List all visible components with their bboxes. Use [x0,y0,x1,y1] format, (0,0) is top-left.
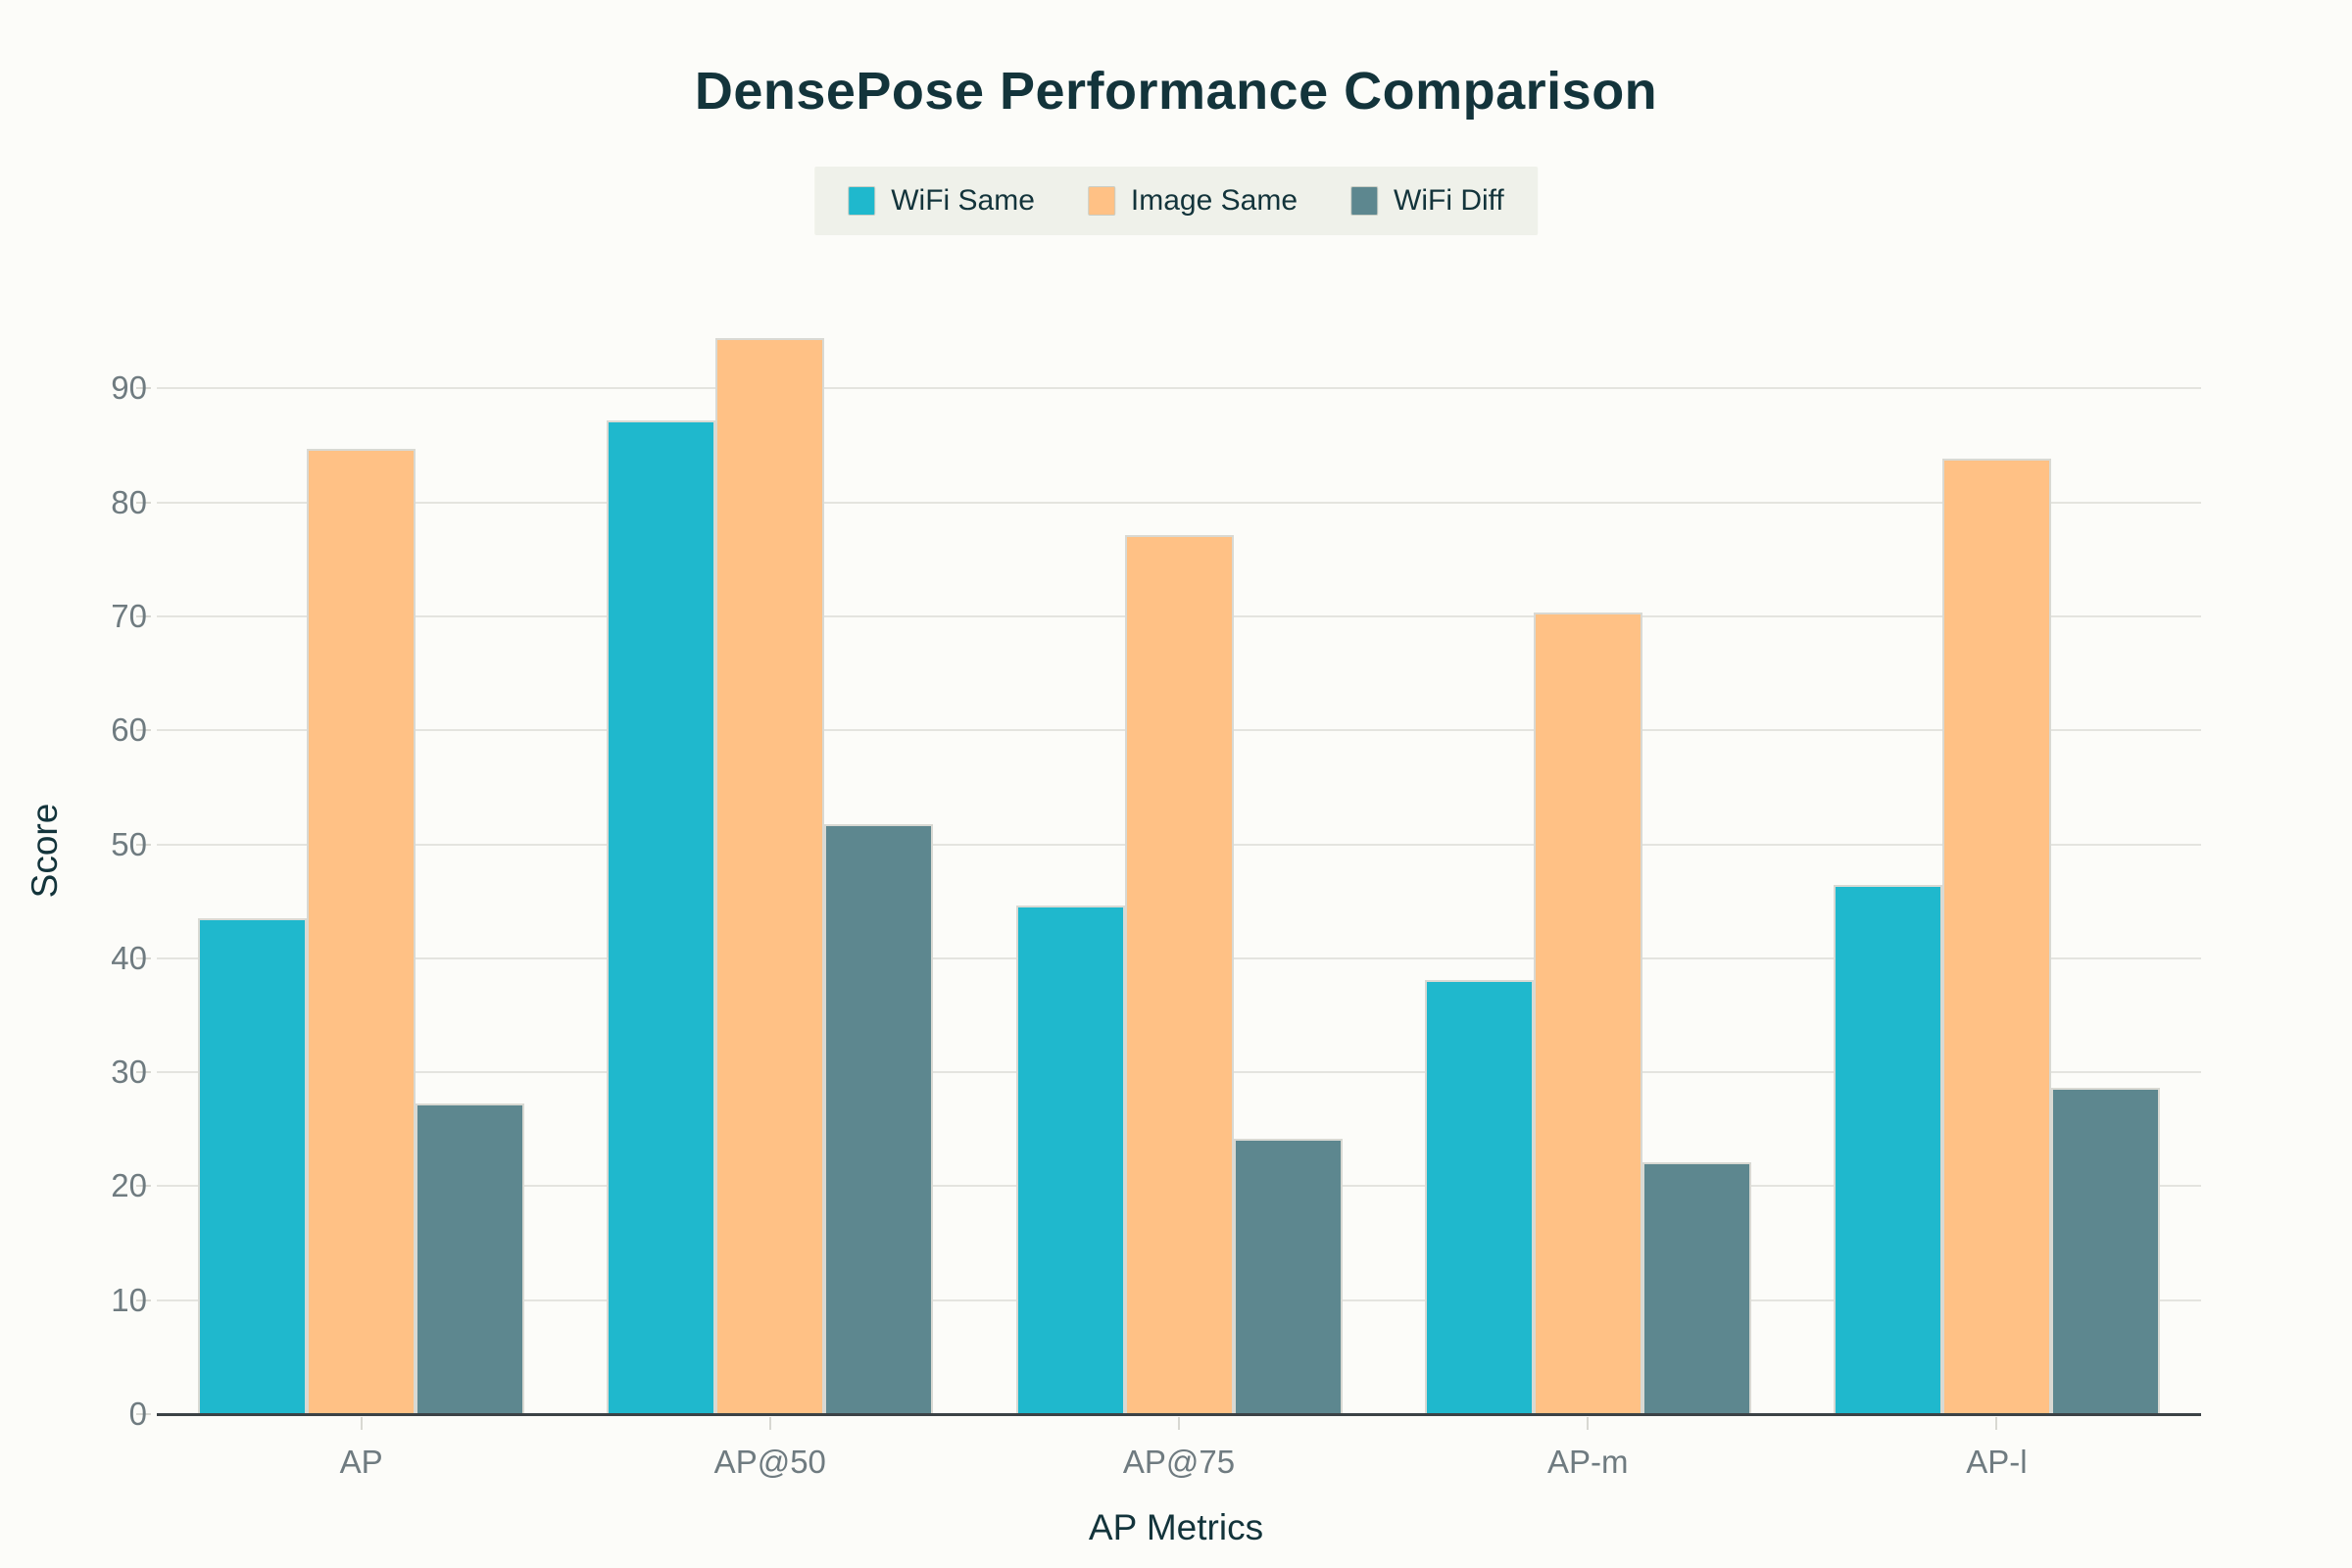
image-same-bar [715,338,825,1414]
chart-title: DensePose Performance Comparison [694,62,1658,121]
x-tick-label: AP [339,1444,383,1480]
y-tick-mark [136,501,151,504]
x-tick-mark [1995,1417,1998,1430]
wifi-diff-bar [824,823,934,1414]
y-tick-label: 90 [111,369,147,407]
legend-label: WiFi Diff [1394,184,1504,217]
y-tick-label: 20 [111,1167,147,1204]
legend-item: WiFi Same [848,184,1035,218]
wifi-same-bar [607,419,716,1414]
x-tick-label: AP@50 [713,1444,826,1480]
wifi-diff-bar [1642,1161,1751,1414]
legend-item: WiFi Diff [1350,184,1504,218]
x-axis-title: AP Metrics [1088,1507,1264,1547]
gridline [157,387,2201,390]
x-tick-mark [768,1417,771,1430]
x-tick-label: AP-m [1546,1444,1629,1480]
wifi-diff-swatch [1350,186,1379,216]
x-tick-mark [360,1417,363,1430]
y-tick-label: 60 [111,711,147,749]
x-tick-label: AP-l [1966,1444,2028,1480]
legend: WiFi Same Image Same WiFi Diff [814,167,1538,235]
legend-item: Image Same [1087,184,1298,218]
y-tick-label: 70 [111,597,147,634]
y-tick-mark [136,1071,151,1074]
wifi-same-bar [1424,979,1534,1414]
y-tick-label: 80 [111,483,147,520]
y-tick-label: 0 [128,1396,147,1432]
wifi-diff-bar [1233,1138,1343,1414]
wifi-same-bar [1833,885,1942,1414]
y-tick-mark [136,843,151,846]
y-tick-mark [136,614,151,617]
wifi-diff-bar [416,1102,525,1414]
y-tick-label: 10 [111,1281,147,1318]
wifi-same-bar [198,918,308,1414]
y-axis-title: Score [24,803,65,899]
image-same-bar [1124,535,1234,1414]
x-axis-line [157,1413,2201,1416]
y-tick-label: 40 [111,939,147,976]
y-tick-mark [136,1298,151,1301]
y-tick-label: 50 [111,825,147,862]
wifi-same-swatch [848,186,876,216]
image-same-bar [307,448,416,1414]
legend-label: WiFi Same [891,184,1035,217]
x-tick-mark [1587,1417,1590,1430]
wifi-same-bar [1015,906,1125,1414]
image-same-bar [1941,459,2051,1414]
gridline [157,501,2201,504]
y-tick-mark [136,387,151,390]
x-tick-mark [1178,1417,1180,1430]
wifi-diff-bar [2050,1088,2160,1414]
image-same-bar [1533,612,1642,1414]
y-tick-mark [136,729,151,732]
y-tick-mark [136,956,151,959]
y-tick-label: 30 [111,1054,147,1091]
legend-label: Image Same [1130,184,1298,217]
y-tick-mark [136,1413,151,1415]
y-tick-mark [136,1185,151,1188]
x-tick-label: AP@75 [1122,1444,1236,1480]
image-same-swatch [1087,186,1115,216]
